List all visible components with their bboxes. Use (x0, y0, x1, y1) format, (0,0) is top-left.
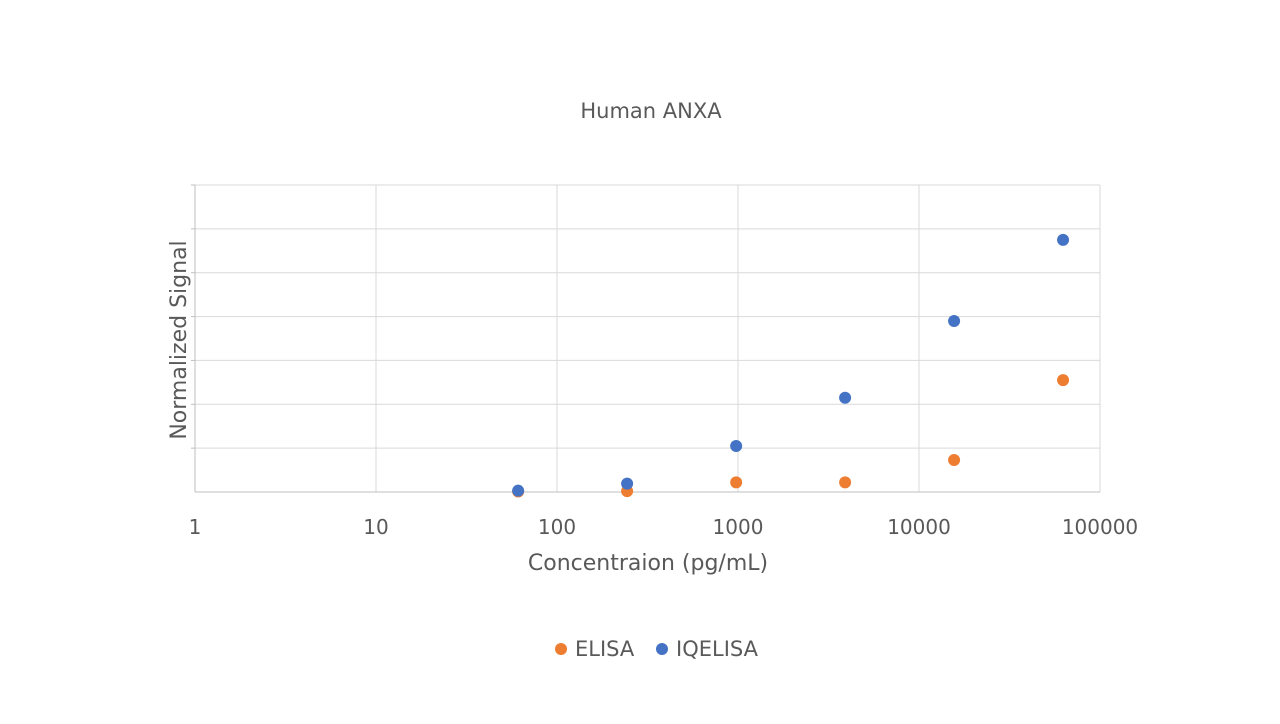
iqelisa-data-point (512, 484, 525, 497)
elisa-data-point (948, 453, 961, 466)
iqelisa-data-point (948, 314, 961, 327)
x-axis-title: Concentraion (pg/mL) (528, 551, 768, 576)
data-points (512, 233, 1070, 498)
legend: ELISA IQELISA (555, 637, 759, 661)
elisa-data-point (1057, 374, 1070, 387)
x-tick-label: 1000 (713, 515, 764, 539)
iqelisa-data-point (730, 439, 743, 452)
x-tick-label: 10000 (887, 515, 951, 539)
elisa-data-point (839, 476, 852, 489)
iqelisa-legend-marker (656, 643, 668, 655)
elisa-legend-label: ELISA (575, 637, 635, 661)
iqelisa-legend-label: IQELISA (676, 637, 759, 661)
elisa-legend-marker (555, 643, 567, 655)
gridlines (195, 184, 1101, 492)
x-tick-label: 1 (189, 515, 202, 539)
x-tick-labels: 1 10 100 1000 10000 100000 (189, 515, 1139, 539)
x-tick-label: 100 (538, 515, 576, 539)
iqelisa-data-point (1057, 233, 1070, 246)
iqelisa-data-point (621, 477, 634, 490)
y-axis-title: Normalized Signal (167, 240, 192, 439)
x-tick-label: 10 (363, 515, 388, 539)
iqelisa-data-point (839, 391, 852, 404)
x-tick-label: 100000 (1062, 515, 1138, 539)
axes (191, 184, 1100, 493)
elisa-data-point (730, 476, 743, 489)
chart-title: Human ANXA (580, 99, 722, 123)
